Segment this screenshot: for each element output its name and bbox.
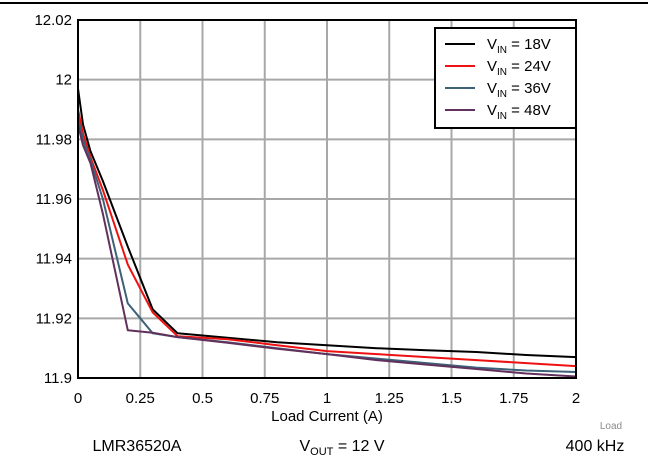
x-tick-labels: 0 0.25 0.5 0.75 1 1.25 1.5 1.75 2	[74, 390, 580, 407]
x-tick-3: 0.75	[250, 390, 279, 407]
series-line-3	[77, 124, 577, 378]
x-tick-4: 1	[323, 390, 331, 407]
chart-series	[77, 88, 577, 378]
y-tick-1: 11.92	[36, 310, 72, 327]
footer-vout: VOUT = 12 V	[299, 438, 384, 458]
corner-note: Load	[600, 421, 622, 432]
x-tick-7: 1.75	[499, 390, 528, 407]
plot-frame	[77, 19, 577, 379]
x-tick-2: 0.5	[192, 390, 213, 407]
x-tick-5: 1.25	[375, 390, 404, 407]
x-tick-6: 1.5	[441, 390, 462, 407]
y-tick-labels: 11.9 11.92 11.94 11.96 11.98 12 12.02	[34, 12, 72, 387]
top-rule	[0, 2, 648, 4]
legend-label-2: VIN = 36V	[487, 80, 551, 100]
x-axis-label: Load Current (A)	[271, 408, 383, 425]
y-tick-4: 11.98	[36, 131, 72, 148]
y-tick-5: 12	[55, 72, 72, 89]
x-tick-8: 2	[572, 390, 580, 407]
y-tick-3: 11.96	[36, 191, 72, 208]
y-tick-6: 12.02	[34, 12, 72, 29]
series-line-0	[77, 88, 577, 359]
x-tick-0: 0	[74, 390, 82, 407]
legend-label-0: VIN = 18V	[487, 36, 551, 56]
x-tick-1: 0.25	[126, 390, 155, 407]
y-tick-0: 11.9	[44, 370, 72, 387]
legend-label-3: VIN = 48V	[487, 102, 551, 122]
legend-label-1: VIN = 24V	[487, 58, 551, 78]
footer-device: LMR36520A	[93, 438, 182, 455]
series-line-1	[77, 109, 577, 368]
footer-frequency: 400 kHz	[566, 438, 625, 455]
y-tick-2: 11.94	[36, 251, 72, 268]
